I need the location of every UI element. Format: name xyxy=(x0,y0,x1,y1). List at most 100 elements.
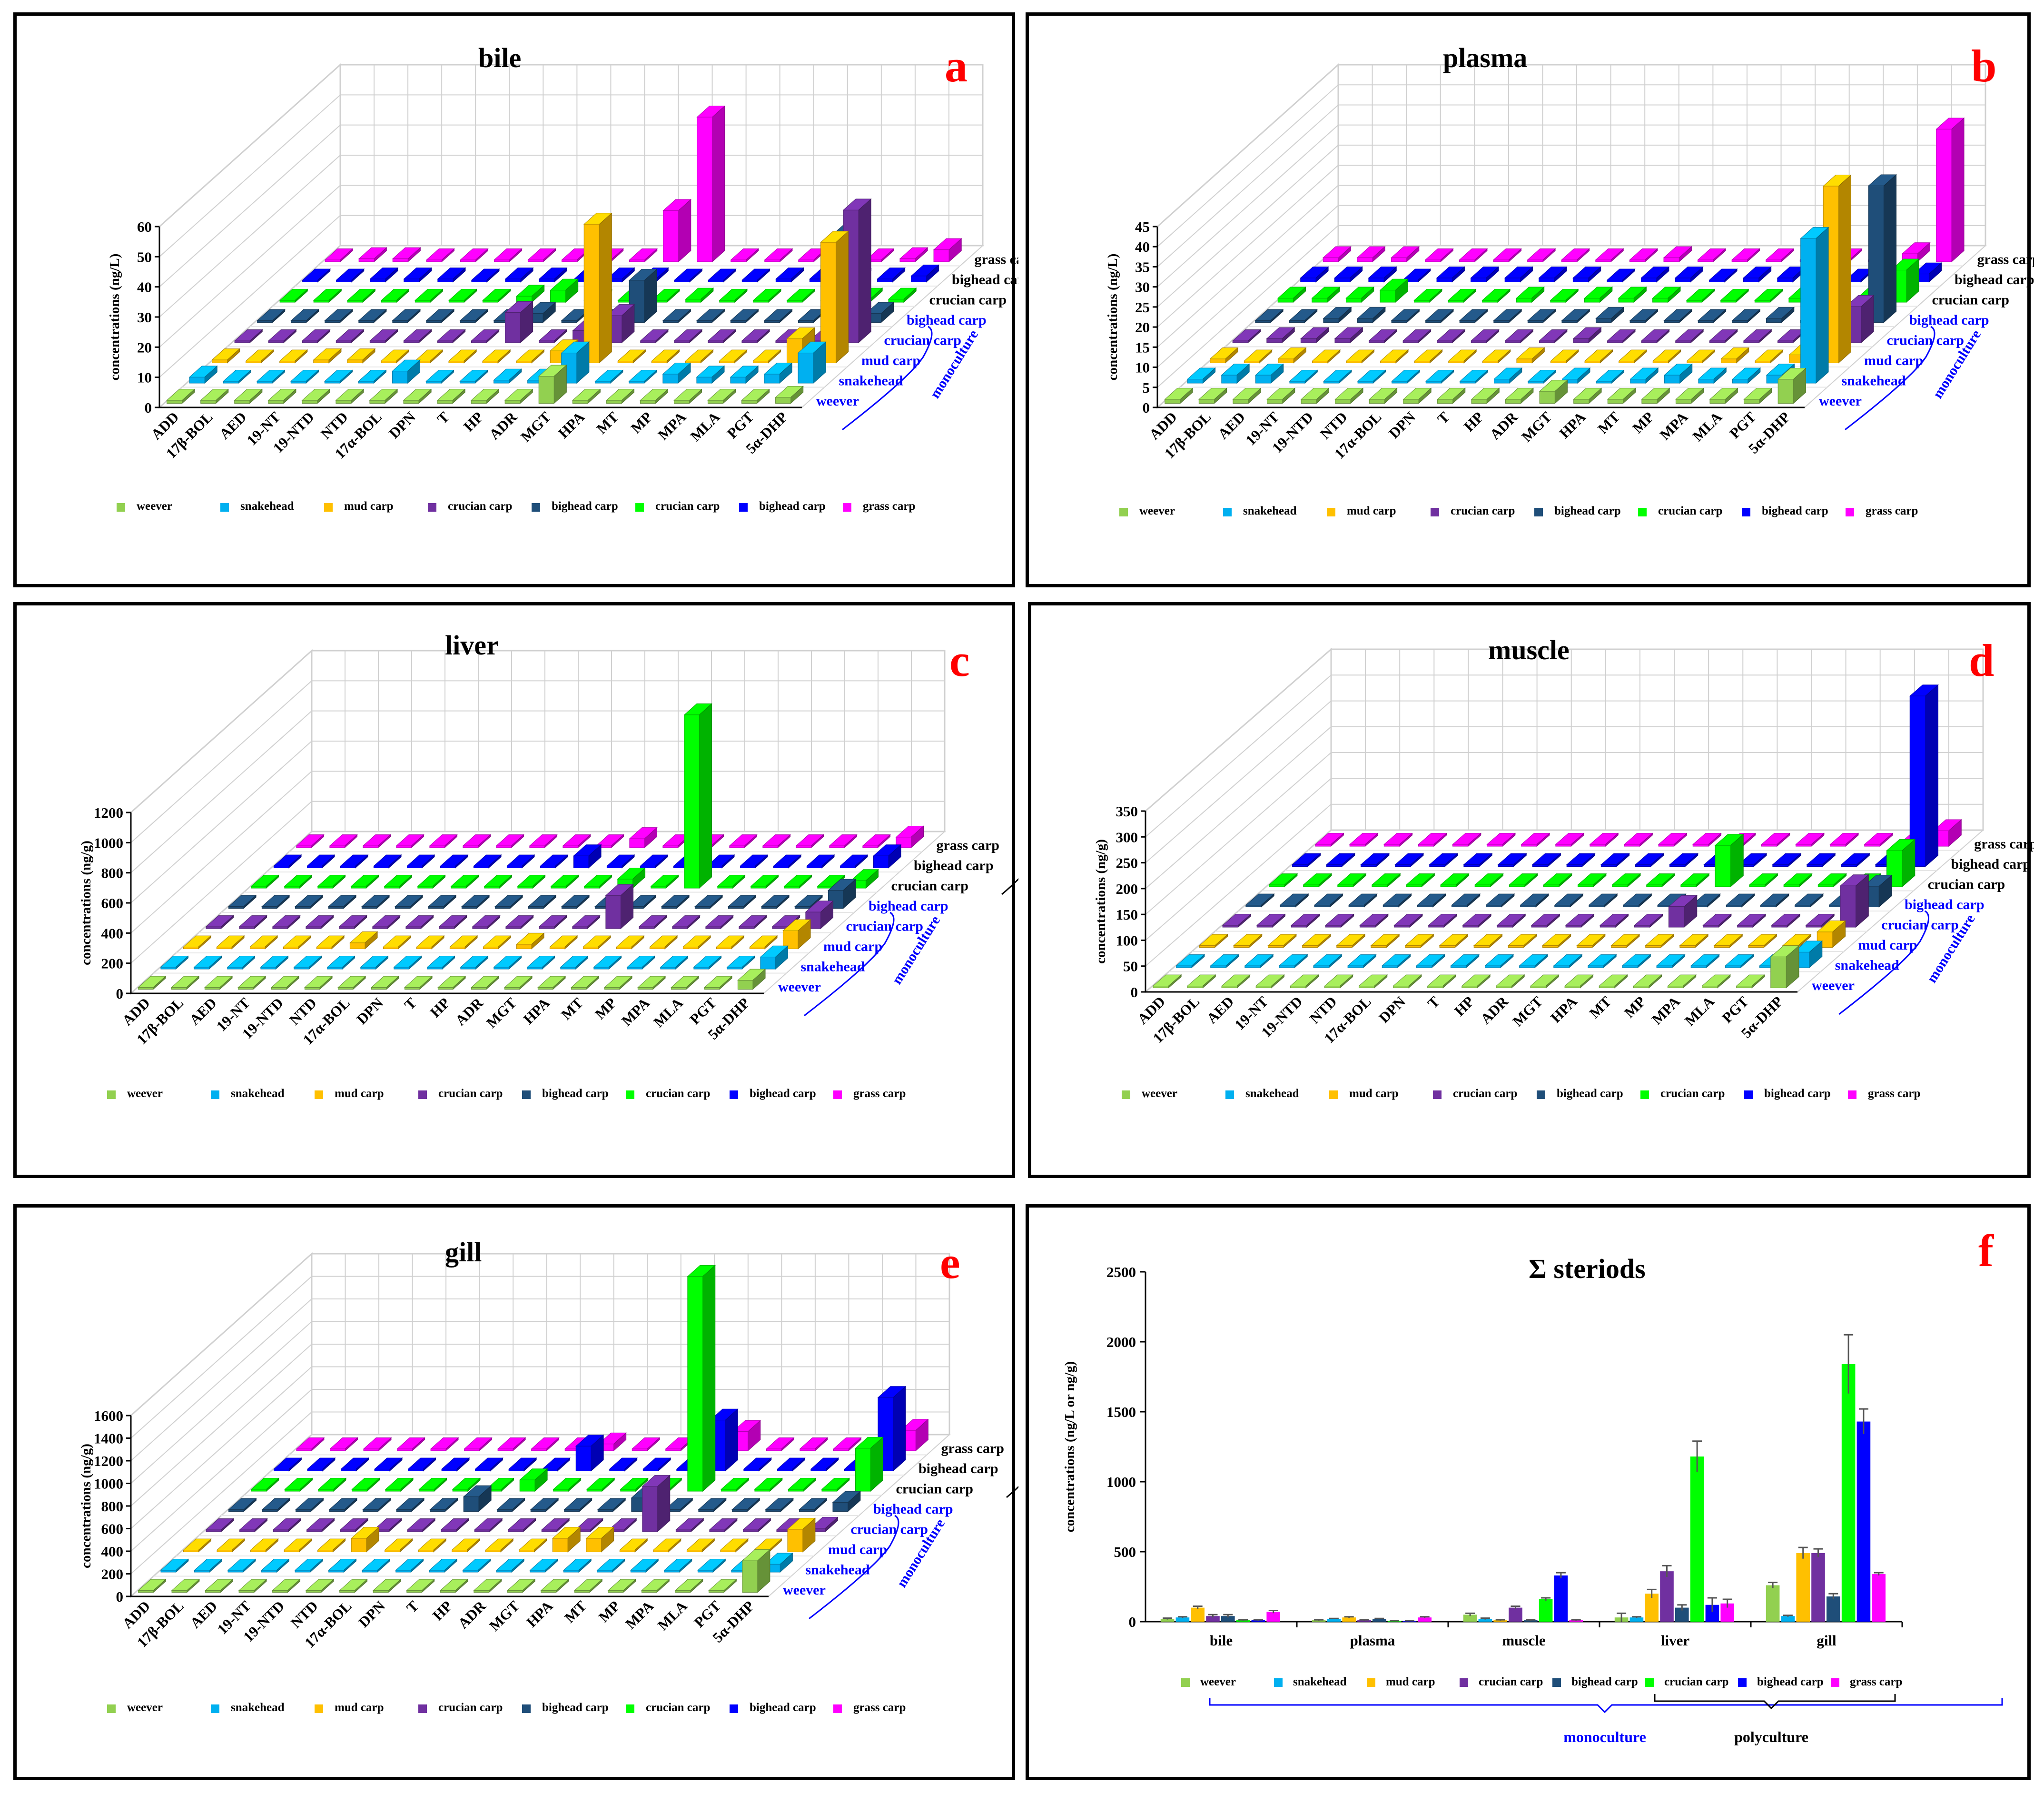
bar-liver-crucian-carp-18 xyxy=(850,869,879,889)
bar-plasma-crucian-carp-8 xyxy=(1550,288,1579,303)
bar-front xyxy=(1527,259,1543,262)
bar-front xyxy=(1909,695,1926,867)
bar-liver-grass-carp-4 xyxy=(429,834,458,849)
legend-swatch xyxy=(1742,508,1750,516)
bar-front xyxy=(1345,298,1362,303)
bar-muscle-bighead-carp-9 xyxy=(1554,893,1584,908)
bar-liver-bighead-carp-4 xyxy=(406,854,435,869)
bar-front xyxy=(806,866,822,868)
bar-bile-bighead-carp-3 xyxy=(358,309,387,323)
bar-gill-weever-8 xyxy=(406,1579,435,1593)
bar-front xyxy=(1402,340,1419,343)
y-axis-title: concentrations (ng/L) xyxy=(107,254,122,381)
y-tick-label: 15 xyxy=(1135,339,1150,356)
bar-front xyxy=(1624,844,1640,847)
legend-label: crucian carp xyxy=(1451,505,1515,517)
bar-bile-crucian-carp-7 xyxy=(471,329,500,344)
bar-front xyxy=(396,845,412,848)
bar-front xyxy=(1807,864,1823,867)
bar-front xyxy=(1165,399,1181,404)
depth-label: snakehead xyxy=(839,373,903,388)
x-tick-label: MLA xyxy=(1689,408,1725,445)
bar-front xyxy=(290,381,306,384)
bar-front xyxy=(764,320,780,323)
legend-swatch xyxy=(635,503,644,512)
bar-muscle-mud-carp-0 xyxy=(1199,934,1228,948)
bar-bile-crucian-carp-15 xyxy=(786,288,816,303)
bar-bile-mud-carp-2 xyxy=(279,349,308,364)
bar-bile-bighead-carp-18 xyxy=(910,264,939,283)
y-tick-label: 40 xyxy=(1135,238,1150,255)
bar-front xyxy=(1675,399,1692,404)
y-tick-label: 300 xyxy=(1116,829,1138,845)
bar-front xyxy=(295,906,311,909)
bar-front xyxy=(1561,259,1578,262)
bar-muscle-crucian-carp-10 xyxy=(1611,873,1641,888)
bar-gill-crucian-carp-13 xyxy=(642,1475,671,1533)
bar-bile-weever-14 xyxy=(640,388,669,404)
bar-bile-crucian-carp-11 xyxy=(651,288,681,303)
bar-muscle-mud-carp-16 xyxy=(1748,934,1777,948)
bar-liver-bighead-carp-14 xyxy=(740,854,769,869)
bar-front xyxy=(404,987,420,990)
legend-label: grass carp xyxy=(1868,1087,1920,1100)
bar-muscle-crucian-carp-11 xyxy=(1599,913,1629,928)
bar-front xyxy=(167,400,183,404)
bar-liver-snakehead-17 xyxy=(726,955,755,970)
bar-front xyxy=(328,1570,344,1573)
bar-muscle-snakehead-4 xyxy=(1313,954,1343,969)
bar-front xyxy=(595,381,611,384)
legend-label: crucian carp xyxy=(438,1701,503,1714)
bar-front xyxy=(708,280,724,282)
bar-front xyxy=(227,967,243,970)
bar-front xyxy=(529,845,545,848)
bar-gill-grass-carp-6 xyxy=(497,1437,526,1452)
bar-front xyxy=(463,1496,479,1512)
bar-side xyxy=(1838,174,1852,364)
bar-bile-weever-8 xyxy=(436,388,466,404)
bar-front xyxy=(415,300,431,303)
x-tick-label: DPN xyxy=(355,1597,388,1631)
bar-front xyxy=(1629,320,1646,323)
bar-front xyxy=(739,926,754,929)
bar-gill-bighead-carp-15 xyxy=(777,1457,806,1472)
depth-label: mud carp xyxy=(823,939,882,954)
bar-front xyxy=(381,300,397,303)
bar-plasma-crucian-carp-3 xyxy=(1379,278,1409,303)
bar-front xyxy=(696,376,712,384)
bar-front xyxy=(494,380,510,384)
bar-bile-grass-carp-18 xyxy=(933,238,962,263)
bar-liver-snakehead-18 xyxy=(760,945,789,970)
bar-plasma-mud-carp-12 xyxy=(1618,349,1648,364)
bar-muscle-snakehead-11 xyxy=(1553,954,1583,969)
bar-plasma-weever-5 xyxy=(1334,387,1364,404)
legend-label: bighead carp xyxy=(1762,505,1828,517)
legend-label: bighead carp xyxy=(759,500,826,513)
bar-bile-grass-carp-4 xyxy=(460,248,489,263)
legend-swatch xyxy=(1431,508,1439,516)
bar-gill-mud-carp-9 xyxy=(484,1538,514,1553)
bar-front xyxy=(1726,905,1742,907)
bar-plasma-grass-carp-4 xyxy=(1459,248,1488,263)
bar-bile-crucian-carp xyxy=(1236,1620,1250,1622)
bar-gill-crucian-carp-6 xyxy=(406,1518,436,1533)
bar-bile-weever-13 xyxy=(606,388,635,404)
bar-front xyxy=(1221,986,1238,988)
bar-plasma-mud-carp-9 xyxy=(1516,347,1545,364)
bar-front xyxy=(1720,300,1737,303)
bar-front xyxy=(519,1479,535,1492)
bar-front xyxy=(295,1570,311,1573)
bar-front xyxy=(772,926,788,929)
bar-bile-snakehead xyxy=(1175,1617,1190,1622)
bar-front xyxy=(471,280,487,282)
bar-gill-crucian-carp xyxy=(1811,1553,1825,1622)
bar-muscle-grass-carp-18 xyxy=(1932,819,1962,847)
bar-front xyxy=(363,845,378,848)
bar-muscle-snakehead-13 xyxy=(1621,954,1651,969)
bar-plasma-mud-carp-2 xyxy=(1277,347,1307,364)
bar-liver-grass-carp-2 xyxy=(362,834,391,849)
bar-muscle-bighead-carp-3 xyxy=(1394,853,1424,867)
bar-front xyxy=(461,906,477,909)
x-tick-label: MT xyxy=(1594,408,1623,437)
